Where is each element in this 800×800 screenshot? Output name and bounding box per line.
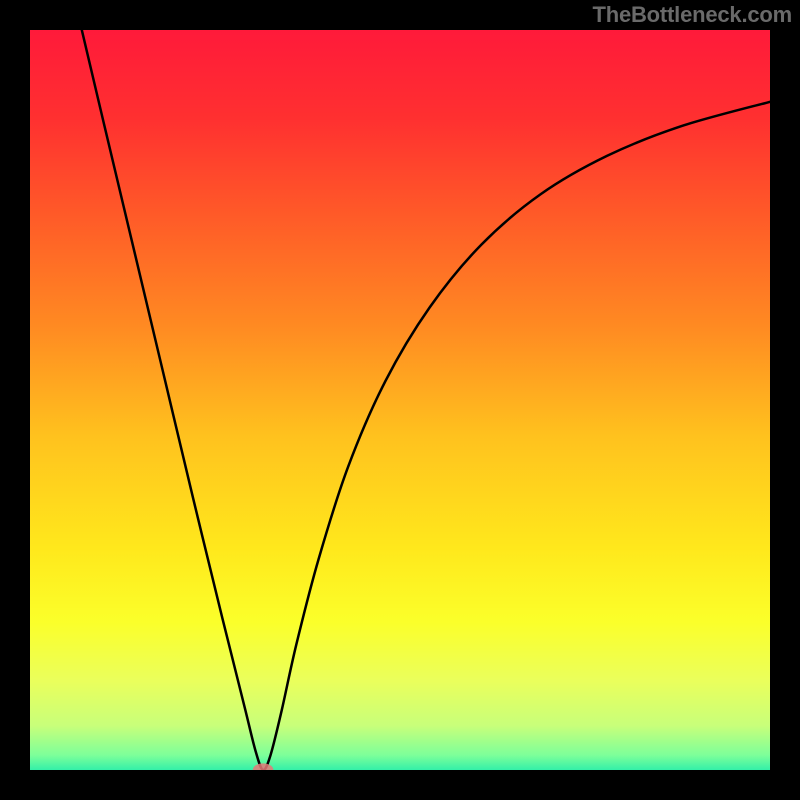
chart-frame: TheBottleneck.com (0, 0, 800, 800)
gradient-background (30, 30, 770, 770)
plot-area (30, 30, 770, 770)
watermark-text: TheBottleneck.com (592, 2, 792, 28)
chart-svg (30, 30, 770, 770)
